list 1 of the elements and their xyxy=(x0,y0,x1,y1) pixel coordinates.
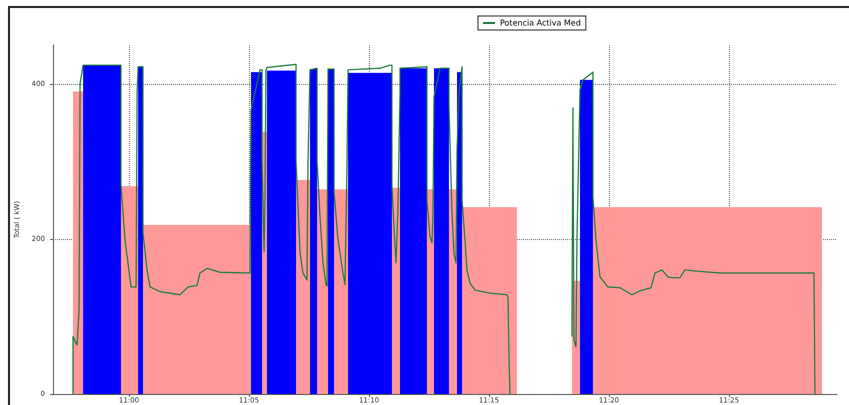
legend-label: Potencia Activa Med xyxy=(500,18,581,28)
